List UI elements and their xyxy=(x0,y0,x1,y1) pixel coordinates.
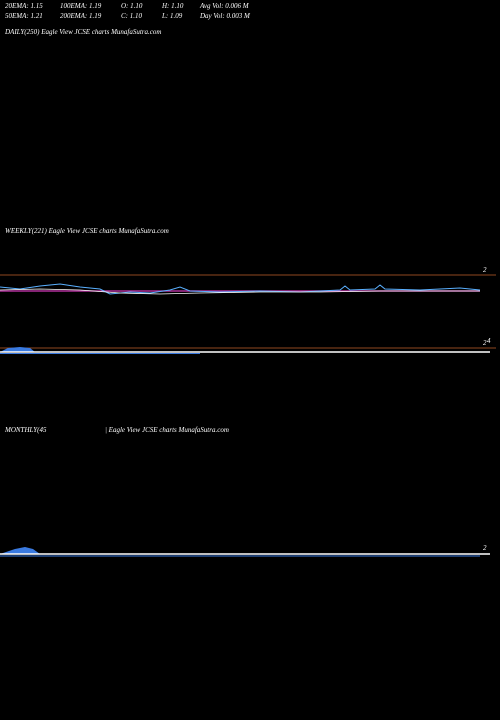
stat: 200EMA: 1.19 xyxy=(60,12,102,20)
price-tag: 2 xyxy=(483,266,487,274)
panel-label: MONTHLY(45 xyxy=(4,426,47,434)
stat: L: 1.09 xyxy=(161,12,183,20)
volume-tag: 4 xyxy=(487,337,491,345)
volume-area xyxy=(0,547,40,554)
stat: 100EMA: 1.19 xyxy=(60,2,102,10)
volume-tag: 2 xyxy=(483,339,487,347)
price-trace xyxy=(0,283,481,295)
stat: H: 1.10 xyxy=(161,2,184,10)
panel-label: | Eagle View JCSE charts MunafaSutra.com xyxy=(105,426,229,434)
price-tag: 2 xyxy=(483,544,487,552)
stat: 20EMA: 1.15 xyxy=(5,2,43,10)
volume-area xyxy=(0,347,35,352)
ema-trace xyxy=(0,288,480,295)
panel-label: WEEKLY(221) Eagle View JCSE charts Munaf… xyxy=(5,227,169,235)
stat: 50EMA: 1.21 xyxy=(5,12,43,20)
stat: Day Vol: 0.003 M xyxy=(199,12,251,20)
panel-label: DAILY(250) Eagle View JCSE charts Munafa… xyxy=(4,28,161,36)
stat: Avg Vol: 0.006 M xyxy=(199,2,250,10)
stat: C: 1.10 xyxy=(121,12,143,20)
stat: O: 1.10 xyxy=(121,2,143,10)
